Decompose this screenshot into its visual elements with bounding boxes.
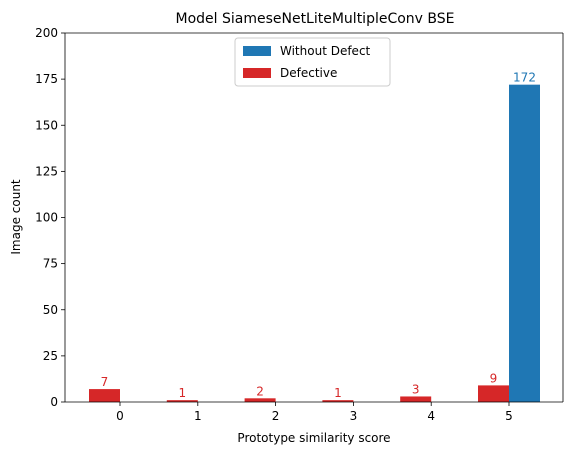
y-tick-label-200: 200 (35, 26, 58, 40)
bar-defective-5 (478, 385, 509, 402)
y-tick-label-100: 100 (35, 211, 58, 225)
legend: Without Defect Defective (234, 37, 391, 87)
legend-label-without-defect: Without Defect (280, 44, 371, 58)
y-tick-label-75: 75 (43, 257, 58, 271)
legend-box (234, 37, 391, 87)
bar-defective-4 (400, 396, 432, 402)
y-tick-label-0: 0 (50, 395, 58, 409)
x-tick-label-2: 2 (272, 409, 280, 423)
data-label-defective-5: 9 (490, 371, 498, 385)
data-label-defective-4: 3 (412, 382, 420, 396)
y-axis-label: Image count (9, 179, 23, 255)
x-tick-label-5: 5 (505, 409, 513, 423)
x-axis-label: Prototype similarity score (237, 431, 390, 445)
x-tick-label-4: 4 (427, 409, 435, 423)
x-tick-label-0: 0 (116, 409, 124, 423)
chart-title: Model SiameseNetLiteMultipleConv BSE (175, 11, 454, 27)
bar-without-defect-5 (509, 84, 540, 402)
bar-defective-2 (244, 398, 276, 402)
y-tick-label-150: 150 (35, 118, 58, 132)
legend-swatch-without-defect (243, 46, 271, 56)
data-label-defective-1: 1 (178, 386, 186, 400)
bar-defective-0 (89, 389, 120, 402)
y-tick-label-125: 125 (35, 164, 58, 178)
data-label-without-defect-5: 172 (513, 71, 536, 85)
data-label-defective-0: 7 (101, 375, 109, 389)
legend-swatch-defective (243, 68, 271, 78)
bar-defective-1 (166, 400, 198, 402)
y-tick-label-25: 25 (43, 349, 58, 363)
x-tick-label-3: 3 (350, 409, 358, 423)
data-label-defective-3: 1 (334, 386, 342, 400)
data-label-defective-2: 2 (256, 384, 264, 398)
bar-defective-3 (322, 400, 354, 402)
y-tick-label-50: 50 (43, 303, 58, 317)
legend-label-defective: Defective (280, 66, 337, 80)
y-tick-label-175: 175 (35, 72, 58, 86)
x-tick-label-1: 1 (194, 409, 202, 423)
